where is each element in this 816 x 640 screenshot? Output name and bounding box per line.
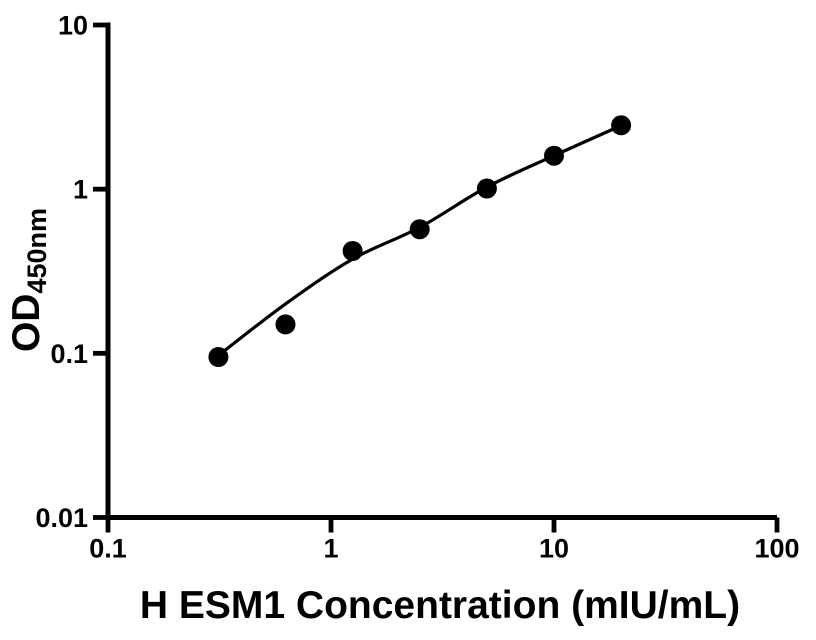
x-tick-label: 10 (539, 534, 569, 564)
y-axis-title-main: OD (5, 294, 48, 353)
y-axis-title: OD450nm (5, 208, 52, 352)
data-point (544, 145, 564, 166)
x-axis-title: H ESM1 Concentration (mIU/mL) (140, 584, 740, 627)
y-tick-label: 0.01 (35, 503, 88, 533)
axis-spine (105, 22, 777, 520)
data-point (208, 347, 229, 367)
data-point (611, 115, 632, 136)
data-point (476, 178, 497, 199)
x-tick-label: 100 (754, 534, 799, 564)
data-point (409, 219, 430, 240)
y-tick-label: 1 (73, 175, 88, 205)
y-axis-title-subscript: 450nm (22, 208, 52, 294)
y-tick-label: 10 (58, 11, 88, 41)
x-tick-label: 1 (323, 534, 338, 564)
x-tick-label: 0.1 (89, 534, 127, 564)
y-tick-label: 0.1 (50, 339, 88, 369)
data-point (275, 314, 296, 335)
data-point (342, 241, 363, 261)
